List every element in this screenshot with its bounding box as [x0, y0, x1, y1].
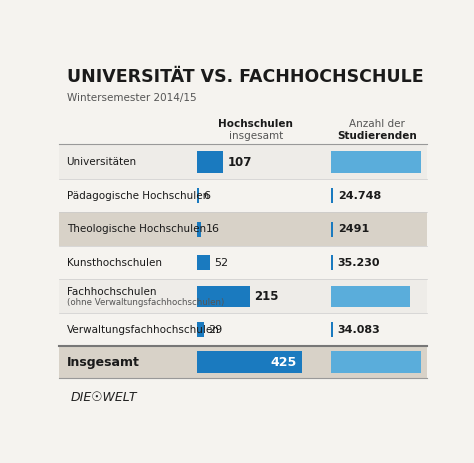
Text: Verwaltungsfachhochschulen: Verwaltungsfachhochschulen	[66, 325, 219, 335]
Text: Kunsthochschulen: Kunsthochschulen	[66, 258, 162, 268]
Text: Anzahl der: Anzahl der	[349, 119, 405, 129]
Bar	[331, 286, 410, 307]
Bar	[197, 322, 204, 337]
Bar	[331, 151, 421, 173]
Text: Hochschulen: Hochschulen	[219, 119, 293, 129]
Text: 29: 29	[209, 325, 223, 335]
Text: 35.230: 35.230	[337, 258, 380, 268]
Text: 107: 107	[228, 156, 252, 169]
Bar	[59, 213, 427, 246]
Text: 52: 52	[214, 258, 228, 268]
Bar	[197, 255, 210, 270]
Text: Theologische Hochschulen: Theologische Hochschulen	[66, 224, 206, 234]
Bar	[197, 351, 301, 373]
Bar	[59, 313, 427, 346]
Bar	[59, 246, 427, 280]
Bar	[197, 188, 199, 203]
Text: 6: 6	[204, 191, 210, 200]
Bar	[331, 322, 333, 337]
Text: UNIVERSITÄT VS. FACHHOCHSCHULE: UNIVERSITÄT VS. FACHHOCHSCHULE	[66, 68, 423, 86]
Bar	[331, 255, 333, 270]
Bar	[331, 222, 333, 237]
Bar	[197, 222, 201, 237]
Text: 34.083: 34.083	[337, 325, 381, 335]
Bar	[59, 179, 427, 213]
Bar	[197, 151, 223, 173]
Text: DIE☉WELT: DIE☉WELT	[70, 391, 137, 404]
Text: 2491: 2491	[337, 224, 369, 234]
Text: Fachhochschulen: Fachhochschulen	[66, 287, 156, 297]
Text: (ohne Verwaltungsfachhochschulen): (ohne Verwaltungsfachhochschulen)	[66, 298, 224, 307]
Text: 215: 215	[255, 290, 279, 303]
Text: 425: 425	[270, 356, 296, 369]
Text: insgesamt: insgesamt	[228, 131, 283, 142]
Bar	[59, 346, 427, 378]
Text: Pädagogische Hochschulen: Pädagogische Hochschulen	[66, 191, 209, 200]
Bar	[197, 286, 250, 307]
Bar	[59, 280, 427, 313]
Text: 24.748: 24.748	[337, 191, 381, 200]
Text: 16: 16	[205, 224, 219, 234]
Bar	[331, 188, 333, 203]
Bar	[59, 145, 427, 179]
Text: Universitäten: Universitäten	[66, 157, 137, 167]
Text: Studierenden: Studierenden	[337, 131, 417, 142]
Text: Wintersemester 2014/15: Wintersemester 2014/15	[66, 93, 196, 103]
Bar	[331, 351, 421, 373]
Text: Insgesamt: Insgesamt	[66, 356, 139, 369]
